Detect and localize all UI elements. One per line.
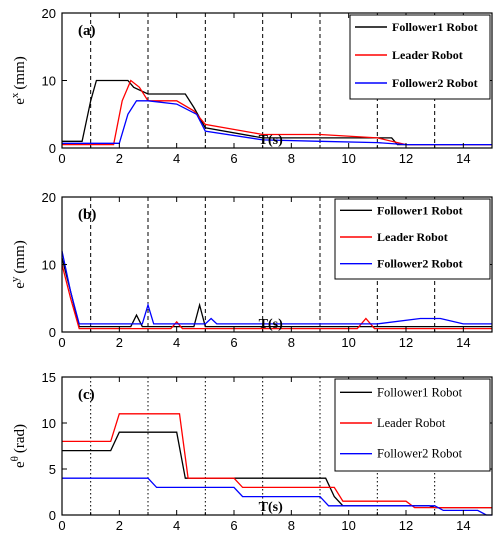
panel-label: (b) xyxy=(78,207,96,223)
legend-label: Follower1 Robot xyxy=(392,20,478,34)
legend-box xyxy=(334,378,491,472)
series-line-leader-robot xyxy=(62,413,492,509)
x-tick-label: 12 xyxy=(399,335,413,350)
x-tick-label: 0 xyxy=(58,335,65,350)
legend: Follower1 Robot Leader Robot Follower2 Rob… xyxy=(334,378,491,472)
legend-label: Follower2 Robot xyxy=(392,76,478,90)
legend-box xyxy=(349,14,491,100)
x-tick-label: 10 xyxy=(341,518,355,533)
x-tick-label: 12 xyxy=(399,518,413,533)
legend-label: Follower2 Robot xyxy=(377,447,463,461)
y-tick-label: 10 xyxy=(42,416,56,431)
y-tick-label: 15 xyxy=(42,370,56,385)
x-tick-label: 0 xyxy=(58,518,65,533)
x-tick-label: 2 xyxy=(116,518,123,533)
y-axis-label: ex(mm) xyxy=(9,56,28,105)
x-tick-label: 14 xyxy=(456,518,470,533)
x-tick-label: 2 xyxy=(116,335,123,350)
x-tick-label: 6 xyxy=(230,151,237,166)
series-line-follower2-robot xyxy=(61,250,492,325)
y-axis-label: eθ(rad) xyxy=(9,424,28,468)
x-tick-label: 10 xyxy=(341,335,355,350)
x-tick-label: 4 xyxy=(173,151,180,166)
legend-label: Follower2 Robot xyxy=(377,257,463,271)
x-tick-label: 6 xyxy=(230,518,237,533)
x-tick-label: 8 xyxy=(288,335,295,350)
y-tick-label: 0 xyxy=(49,325,56,340)
y-tick-label: 20 xyxy=(42,190,56,205)
y-axis-label: ey(mm) xyxy=(9,240,28,289)
legend-label: Leader Robot xyxy=(377,416,446,430)
legend-label: Follower1 Robot xyxy=(377,203,463,217)
panel-0: 0 2 4 6 8 10 12 14 0 10 20 (a) T(s) ex(mm) Follower1 R… xyxy=(9,6,493,166)
legend-label: Leader Robot xyxy=(377,230,448,244)
y-tick-label: 0 xyxy=(49,141,56,156)
series-line-follower2-robot xyxy=(62,477,492,516)
panel-2: 0 2 4 6 8 10 12 14 0 5 10 15 (c) T(s) eθ(rad) Follower1… xyxy=(9,370,493,533)
y-tick-label: 20 xyxy=(42,6,56,21)
series-line-leader-robot xyxy=(62,79,492,146)
x-tick-label: 8 xyxy=(288,151,295,166)
x-tick-label: 0 xyxy=(58,151,65,166)
legend: Follower1 Robot Leader Robot Follower2 Rob… xyxy=(334,198,491,280)
x-tick-label: 12 xyxy=(399,151,413,166)
x-tick-label: 14 xyxy=(456,335,470,350)
legend: Follower1 Robot Leader Robot Follower2 Rob… xyxy=(349,14,491,100)
panel-1: 0 2 4 6 8 10 12 14 0 10 20 (b) T(s) ey(mm) Follower1 R… xyxy=(9,190,493,350)
y-tick-label: 5 xyxy=(49,462,56,477)
legend-label: Follower1 Robot xyxy=(377,385,463,399)
x-axis-label: T(s) xyxy=(259,133,283,148)
plot-frame xyxy=(61,376,493,516)
x-tick-label: 4 xyxy=(173,335,180,350)
x-tick-label: 4 xyxy=(173,518,180,533)
panel-label: (c) xyxy=(78,387,95,403)
x-tick-label: 8 xyxy=(288,518,295,533)
legend-box xyxy=(334,198,491,280)
legend-label: Leader Robot xyxy=(392,48,463,62)
y-tick-label: 10 xyxy=(42,258,56,273)
x-axis-label: T(s) xyxy=(259,317,283,332)
y-tick-label: 0 xyxy=(49,508,56,523)
x-tick-label: 10 xyxy=(341,151,355,166)
y-tick-label: 10 xyxy=(42,74,56,89)
x-axis-label: T(s) xyxy=(259,500,283,515)
x-tick-label: 2 xyxy=(116,151,123,166)
x-tick-label: 14 xyxy=(456,151,470,166)
series-line-follower2-robot xyxy=(62,100,492,146)
panel-label: (a) xyxy=(78,23,96,39)
x-tick-label: 6 xyxy=(230,335,237,350)
